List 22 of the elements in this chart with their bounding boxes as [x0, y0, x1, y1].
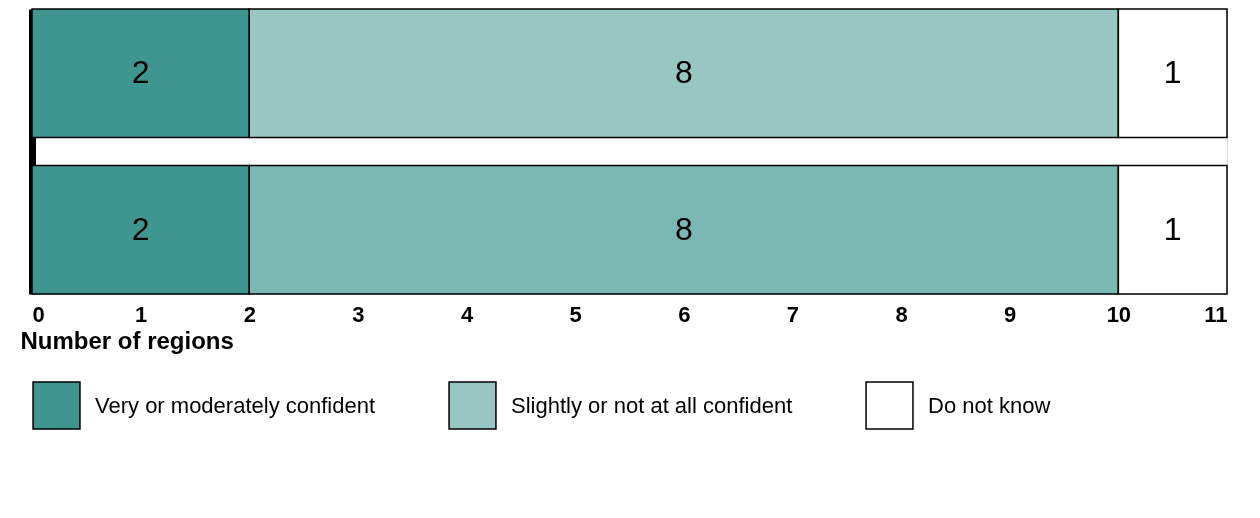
x-tick-label: 5 — [569, 301, 582, 327]
x-tick-label: 3 — [352, 301, 365, 327]
x-tick-label: 10 — [1106, 301, 1132, 327]
data-label: 1 — [1163, 54, 1182, 91]
x-tick-label: 8 — [895, 301, 908, 327]
legend-label: Slightly or not at all confident — [511, 392, 793, 418]
x-tick-label: 9 — [1004, 301, 1017, 327]
x-tick-label: 4 — [460, 301, 474, 327]
data-label: 2 — [131, 210, 150, 247]
x-tick-label: 11 — [1204, 301, 1228, 327]
x-tick-label: 6 — [678, 301, 691, 327]
x-tick-label: 7 — [786, 301, 800, 327]
legend-label: Do not know — [928, 392, 1051, 418]
x-axis-title: Number of regions — [20, 326, 234, 354]
data-label: 8 — [674, 54, 693, 91]
x-tick-label: 1 — [135, 301, 148, 327]
data-label: 8 — [674, 210, 693, 247]
legend-label: Very or moderately confident — [95, 392, 376, 418]
data-label: 2 — [131, 54, 150, 91]
data-label: 1 — [1163, 210, 1182, 247]
x-tick-label: 0 — [32, 301, 45, 327]
x-tick-label: 2 — [243, 301, 256, 327]
